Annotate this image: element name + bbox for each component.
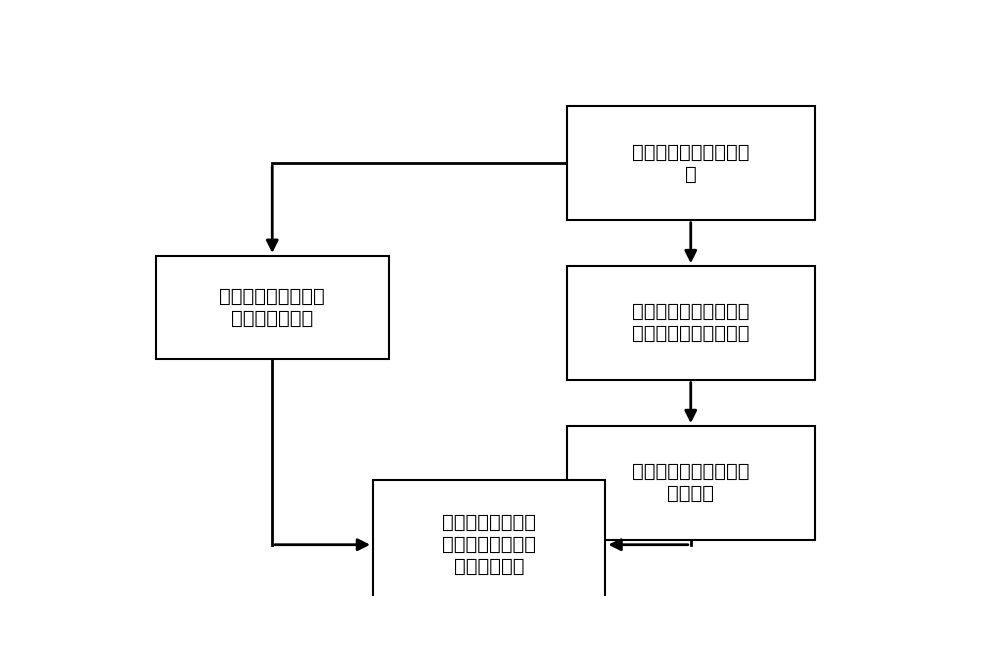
FancyBboxPatch shape [156,256,388,359]
Text: 调查并计算所研究河
段的水环境容量: 调查并计算所研究河 段的水环境容量 [219,287,325,328]
FancyBboxPatch shape [373,480,605,609]
FancyBboxPatch shape [567,106,815,220]
Text: 确定河流所处的流域范
围: 确定河流所处的流域范 围 [632,143,750,184]
Text: 判断流域土地利用
规划是否超过其开
发利用承载力: 判断流域土地利用 规划是否超过其开 发利用承载力 [442,513,536,576]
Text: 确定各土地利用类型的
排污系数: 确定各土地利用类型的 排污系数 [632,462,750,503]
FancyBboxPatch shape [567,266,815,380]
Text: 调查流域范围内土地利
用现状及土地利用规划: 调查流域范围内土地利 用现状及土地利用规划 [632,302,750,343]
FancyBboxPatch shape [567,426,815,539]
